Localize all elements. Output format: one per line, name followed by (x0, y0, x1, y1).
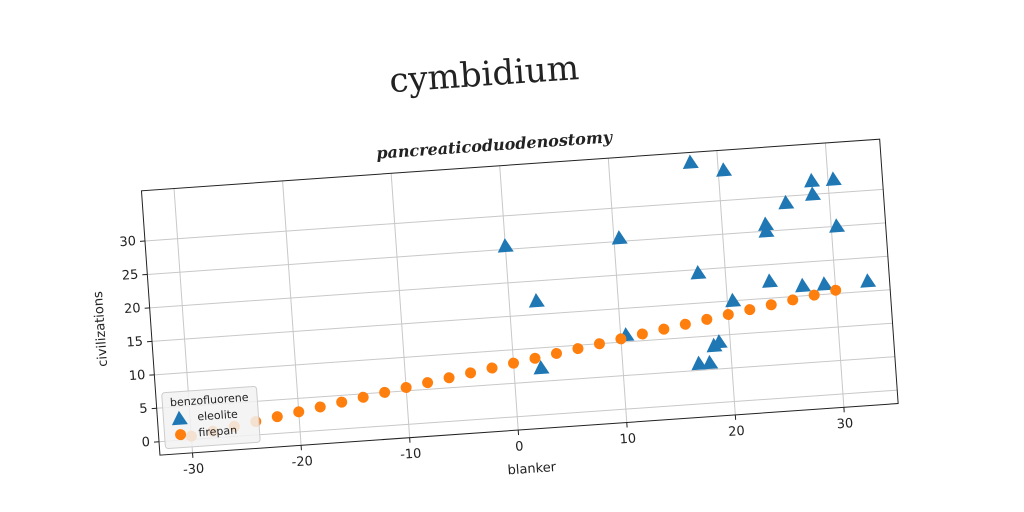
circle-marker (422, 377, 434, 389)
y-tick-label: 0 (141, 435, 150, 451)
grid-line (151, 289, 891, 342)
circle-marker (508, 357, 520, 369)
triangle-marker (758, 223, 775, 238)
grid-line (149, 255, 888, 309)
grid-line (499, 165, 519, 431)
circle-marker (443, 372, 455, 384)
x-tick-label: -10 (400, 446, 422, 462)
grid-line (282, 180, 302, 446)
triangle-marker (778, 194, 795, 210)
circle-marker (379, 386, 391, 398)
legend-title: benzofluorene (170, 391, 250, 409)
grid-line (154, 322, 893, 376)
legend-box (161, 385, 261, 450)
x-tick-label: 20 (728, 424, 746, 440)
chart-title: cymbidium (388, 48, 580, 101)
circle-marker (550, 347, 562, 359)
triangle-marker (711, 334, 728, 349)
triangle-marker (528, 293, 545, 308)
plot-area (141, 139, 899, 456)
y-tick-label: 20 (124, 301, 142, 317)
circle-marker (400, 381, 412, 393)
triangle-marker (725, 292, 742, 308)
y-axis-label: civilizations (91, 290, 111, 367)
circle-marker (808, 289, 820, 301)
circle-marker (679, 318, 691, 330)
grid-line (824, 142, 845, 408)
axes-frame (140, 138, 899, 456)
x-tick-label: 10 (619, 431, 637, 447)
triangle-marker (758, 216, 775, 232)
triangle-marker (860, 273, 877, 288)
y-tick-label: 5 (139, 401, 148, 417)
y-tick-label: 30 (119, 234, 137, 250)
y-tick-label: 10 (128, 368, 146, 384)
circle-marker (636, 328, 648, 340)
triangle-marker (829, 218, 846, 233)
x-tick-label: -20 (291, 454, 313, 470)
x-tick-label: 0 (515, 439, 524, 455)
circle-marker (336, 396, 348, 408)
circle-marker (744, 304, 756, 316)
circle-marker (722, 309, 734, 321)
triangle-marker (762, 273, 779, 288)
circle-marker (486, 362, 498, 374)
x-axis-label: blanker (507, 460, 557, 478)
triangle-marker (816, 276, 833, 291)
circle-marker (357, 391, 369, 403)
grid-line (158, 389, 898, 443)
circle-marker (787, 294, 799, 306)
circle-marker (314, 401, 326, 413)
circle-marker (175, 429, 187, 441)
triangle-marker (533, 359, 550, 375)
triangle-marker (611, 230, 628, 245)
circle-marker (701, 313, 713, 325)
triangle-marker (690, 264, 707, 280)
triangle-marker (682, 154, 699, 170)
chart-subtitle: pancreaticoduodenostomy (376, 127, 615, 163)
grid-line (716, 150, 736, 415)
grid-line (390, 173, 411, 438)
triangle-marker (805, 186, 822, 201)
triangle-marker (825, 171, 842, 186)
y-tick-label: 15 (126, 335, 144, 351)
circle-marker (465, 367, 477, 379)
circle-marker (593, 338, 605, 350)
grid-line (144, 188, 884, 242)
circle-marker (658, 323, 670, 335)
circle-marker (572, 343, 584, 355)
triangle-marker (691, 355, 708, 371)
circle-marker (765, 299, 777, 311)
circle-marker (529, 352, 541, 364)
triangle-marker (716, 162, 733, 177)
legend-label: firepan (198, 424, 238, 440)
circle-marker (830, 284, 842, 296)
triangle-marker (171, 410, 188, 426)
legend-label: eleolite (197, 408, 239, 424)
grid-line (607, 158, 628, 423)
triangle-marker (804, 172, 821, 188)
triangle-marker (497, 238, 514, 253)
plot-group: cymbidium pancreaticoduodenostomy blanke… (91, 48, 899, 478)
triangle-marker (702, 354, 719, 370)
x-tick-label: -30 (183, 462, 205, 478)
x-tick-label: 30 (836, 416, 854, 432)
circle-marker (615, 333, 627, 345)
circle-marker (271, 411, 283, 423)
y-tick-label: 25 (121, 268, 139, 284)
grid-line (156, 356, 895, 409)
triangle-marker (795, 277, 812, 293)
circle-marker (293, 406, 305, 418)
